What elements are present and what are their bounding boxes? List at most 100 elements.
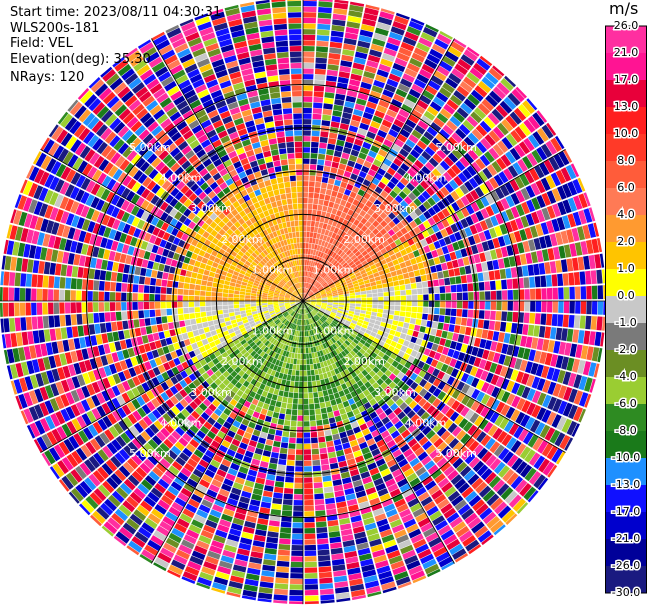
velocity-gate bbox=[289, 437, 296, 444]
velocity-gate bbox=[294, 381, 299, 387]
velocity-gate bbox=[21, 331, 29, 346]
velocity-gate bbox=[541, 124, 554, 139]
velocity-gate bbox=[307, 277, 311, 283]
velocity-gate bbox=[369, 398, 377, 406]
velocity-gate bbox=[331, 308, 338, 312]
velocity-gate bbox=[346, 561, 360, 570]
velocity-gate bbox=[384, 386, 392, 394]
velocity-gate bbox=[372, 508, 385, 517]
velocity-gate bbox=[447, 422, 458, 434]
velocity-gate bbox=[471, 388, 481, 400]
velocity-gate bbox=[402, 254, 410, 262]
velocity-gate bbox=[378, 99, 390, 109]
velocity-gate bbox=[410, 350, 418, 358]
velocity-gate bbox=[290, 375, 296, 382]
velocity-gate bbox=[303, 169, 309, 176]
velocity-gate bbox=[429, 510, 442, 522]
velocity-gate bbox=[295, 376, 300, 382]
velocity-gate bbox=[303, 393, 309, 399]
velocity-gate bbox=[498, 465, 510, 478]
velocity-gate bbox=[139, 462, 151, 474]
velocity-gate bbox=[168, 420, 179, 430]
velocity-gate bbox=[188, 391, 197, 401]
velocity-gate bbox=[511, 395, 521, 408]
velocity-gate bbox=[118, 465, 131, 478]
velocity-gate bbox=[351, 114, 362, 122]
velocity-gate bbox=[363, 279, 370, 284]
velocity-gate bbox=[126, 545, 140, 556]
velocity-gate bbox=[97, 449, 109, 462]
velocity-gate bbox=[503, 420, 515, 433]
velocity-gate bbox=[567, 181, 578, 196]
velocity-gate bbox=[165, 388, 174, 398]
velocity-gate bbox=[217, 403, 226, 412]
velocity-gate bbox=[174, 392, 184, 402]
velocity-gate bbox=[309, 409, 315, 416]
velocity-gate bbox=[321, 182, 328, 189]
velocity-gate bbox=[370, 264, 377, 270]
velocity-gate bbox=[218, 314, 224, 319]
velocity-gate bbox=[314, 322, 318, 328]
velocity-gate bbox=[591, 285, 598, 300]
velocity-gate bbox=[211, 587, 226, 594]
velocity-gate bbox=[350, 1, 365, 7]
velocity-gate bbox=[316, 40, 329, 47]
velocity-gate bbox=[309, 318, 312, 324]
velocity-gate bbox=[451, 164, 461, 175]
velocity-gate bbox=[324, 229, 330, 236]
velocity-gate bbox=[328, 201, 335, 208]
velocity-gate bbox=[303, 214, 307, 221]
velocity-gate bbox=[509, 147, 521, 161]
velocity-gate bbox=[241, 437, 250, 445]
velocity-gate bbox=[98, 302, 105, 312]
velocity-gate bbox=[434, 494, 447, 505]
velocity-gate bbox=[265, 325, 271, 331]
velocity-gate bbox=[478, 231, 487, 242]
velocity-gate bbox=[318, 396, 325, 403]
velocity-gate bbox=[577, 330, 585, 344]
velocity-gate bbox=[384, 454, 394, 463]
velocity-gate bbox=[563, 244, 572, 258]
velocity-gate bbox=[91, 394, 101, 407]
velocity-gate bbox=[104, 429, 115, 441]
velocity-gate bbox=[566, 258, 574, 272]
velocity-gate bbox=[437, 441, 448, 452]
velocity-gate bbox=[261, 320, 267, 325]
velocity-gate bbox=[303, 164, 310, 170]
velocity-gate bbox=[368, 377, 376, 385]
velocity-gate bbox=[344, 488, 355, 496]
velocity-gate bbox=[108, 426, 120, 438]
velocity-gate bbox=[89, 492, 103, 506]
velocity-gate bbox=[380, 374, 388, 382]
velocity-gate bbox=[502, 451, 514, 464]
velocity-gate bbox=[76, 278, 83, 290]
velocity-gate bbox=[313, 308, 319, 312]
velocity-gate bbox=[463, 49, 478, 62]
velocity-gate bbox=[374, 172, 383, 181]
velocity-gate bbox=[297, 302, 302, 306]
velocity-gate bbox=[495, 248, 503, 259]
velocity-gate bbox=[316, 46, 329, 53]
velocity-gate bbox=[350, 322, 356, 327]
velocity-gate bbox=[432, 423, 443, 433]
velocity-gate bbox=[364, 283, 371, 288]
velocity-gate bbox=[220, 426, 229, 435]
velocity-gate bbox=[132, 284, 139, 293]
velocity-gate bbox=[406, 453, 417, 463]
velocity-gate bbox=[390, 324, 398, 331]
velocity-gate bbox=[207, 417, 216, 426]
velocity-gate bbox=[263, 323, 270, 329]
velocity-gate bbox=[314, 221, 320, 228]
velocity-gate bbox=[372, 328, 379, 334]
velocity-gate bbox=[328, 325, 334, 330]
velocity-gate bbox=[506, 393, 516, 406]
velocity-gate bbox=[405, 387, 414, 396]
velocity-gate bbox=[508, 356, 517, 369]
velocity-gate bbox=[190, 493, 203, 504]
velocity-gate bbox=[408, 565, 423, 576]
velocity-gate bbox=[231, 335, 238, 342]
velocity-gate bbox=[432, 453, 444, 464]
velocity-gate bbox=[599, 253, 605, 268]
velocity-gate bbox=[313, 288, 318, 293]
velocity-gate bbox=[406, 182, 415, 192]
